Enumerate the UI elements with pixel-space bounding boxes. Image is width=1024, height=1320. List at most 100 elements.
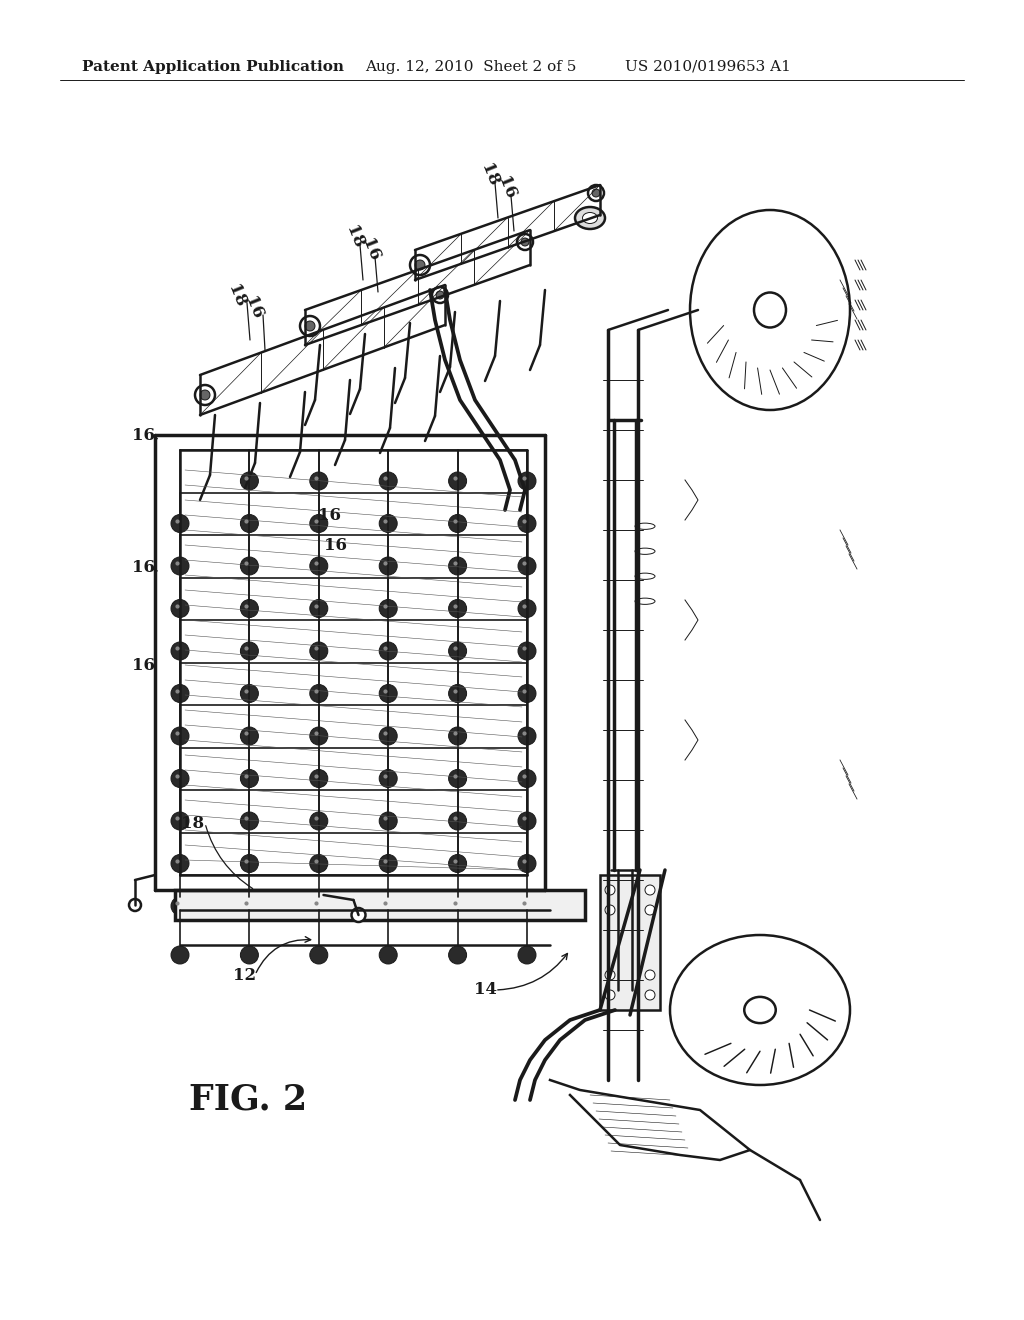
Circle shape [241, 685, 258, 702]
Circle shape [241, 946, 258, 964]
Text: 18: 18 [181, 814, 205, 832]
Circle shape [171, 642, 189, 660]
Circle shape [517, 234, 534, 249]
Circle shape [379, 473, 397, 490]
Circle shape [588, 185, 604, 201]
Circle shape [605, 970, 615, 979]
Circle shape [171, 515, 189, 532]
Circle shape [241, 473, 258, 490]
Circle shape [449, 515, 467, 532]
Circle shape [379, 642, 397, 660]
Circle shape [645, 990, 655, 1001]
Text: 16: 16 [494, 174, 518, 202]
Circle shape [379, 770, 397, 788]
Text: 12: 12 [233, 966, 257, 983]
Circle shape [171, 685, 189, 702]
Circle shape [449, 557, 467, 576]
Circle shape [379, 898, 397, 915]
Circle shape [310, 515, 328, 532]
Circle shape [310, 727, 328, 744]
Circle shape [518, 946, 536, 964]
Circle shape [518, 812, 536, 830]
Ellipse shape [583, 213, 597, 223]
Circle shape [518, 642, 536, 660]
Circle shape [521, 238, 529, 246]
Circle shape [351, 908, 366, 921]
Circle shape [241, 557, 258, 576]
Circle shape [310, 946, 328, 964]
Circle shape [129, 899, 141, 911]
Circle shape [171, 599, 189, 618]
Text: 16: 16 [357, 236, 382, 264]
Circle shape [241, 727, 258, 744]
Circle shape [518, 854, 536, 873]
Circle shape [171, 946, 189, 964]
Circle shape [592, 189, 600, 197]
Circle shape [518, 557, 536, 576]
Circle shape [379, 812, 397, 830]
Circle shape [410, 255, 430, 275]
Circle shape [449, 473, 467, 490]
Circle shape [241, 898, 258, 915]
Circle shape [310, 770, 328, 788]
Circle shape [449, 642, 467, 660]
Circle shape [305, 321, 315, 331]
Circle shape [300, 315, 319, 337]
Ellipse shape [575, 207, 605, 228]
Text: 16: 16 [324, 536, 346, 553]
Circle shape [171, 898, 189, 915]
Circle shape [379, 685, 397, 702]
Circle shape [436, 290, 444, 300]
Circle shape [518, 727, 536, 744]
Text: 18: 18 [478, 161, 502, 189]
Circle shape [449, 854, 467, 873]
Circle shape [449, 946, 467, 964]
Circle shape [449, 685, 467, 702]
Circle shape [605, 990, 615, 1001]
Circle shape [518, 685, 536, 702]
Circle shape [379, 599, 397, 618]
Circle shape [241, 515, 258, 532]
Circle shape [379, 854, 397, 873]
Circle shape [195, 385, 215, 405]
Circle shape [645, 884, 655, 895]
Text: Patent Application Publication: Patent Application Publication [82, 59, 344, 74]
Circle shape [310, 642, 328, 660]
Circle shape [518, 770, 536, 788]
Circle shape [449, 599, 467, 618]
Circle shape [310, 854, 328, 873]
Bar [175, 890, 585, 920]
Circle shape [518, 898, 536, 915]
Circle shape [605, 884, 615, 895]
Text: 16: 16 [241, 294, 265, 322]
Circle shape [241, 599, 258, 618]
Circle shape [379, 727, 397, 744]
Circle shape [449, 898, 467, 915]
Circle shape [171, 557, 189, 576]
Circle shape [605, 906, 615, 915]
Circle shape [310, 473, 328, 490]
Text: Aug. 12, 2010  Sheet 2 of 5: Aug. 12, 2010 Sheet 2 of 5 [365, 59, 577, 74]
Text: 18: 18 [225, 282, 249, 310]
Bar [600, 875, 660, 1010]
Circle shape [449, 812, 467, 830]
Text: US 2010/0199653 A1: US 2010/0199653 A1 [625, 59, 791, 74]
Circle shape [171, 812, 189, 830]
Text: 18: 18 [343, 223, 368, 251]
Circle shape [171, 727, 189, 744]
Circle shape [415, 260, 425, 271]
Text: 14: 14 [473, 982, 497, 998]
Circle shape [310, 898, 328, 915]
Circle shape [171, 770, 189, 788]
Circle shape [310, 812, 328, 830]
Circle shape [241, 770, 258, 788]
Circle shape [171, 854, 189, 873]
Circle shape [241, 854, 258, 873]
Circle shape [645, 906, 655, 915]
Circle shape [645, 970, 655, 979]
Text: FIG. 2: FIG. 2 [189, 1082, 307, 1117]
Text: 16: 16 [131, 656, 155, 673]
Circle shape [518, 473, 536, 490]
Circle shape [432, 286, 449, 304]
Circle shape [310, 685, 328, 702]
